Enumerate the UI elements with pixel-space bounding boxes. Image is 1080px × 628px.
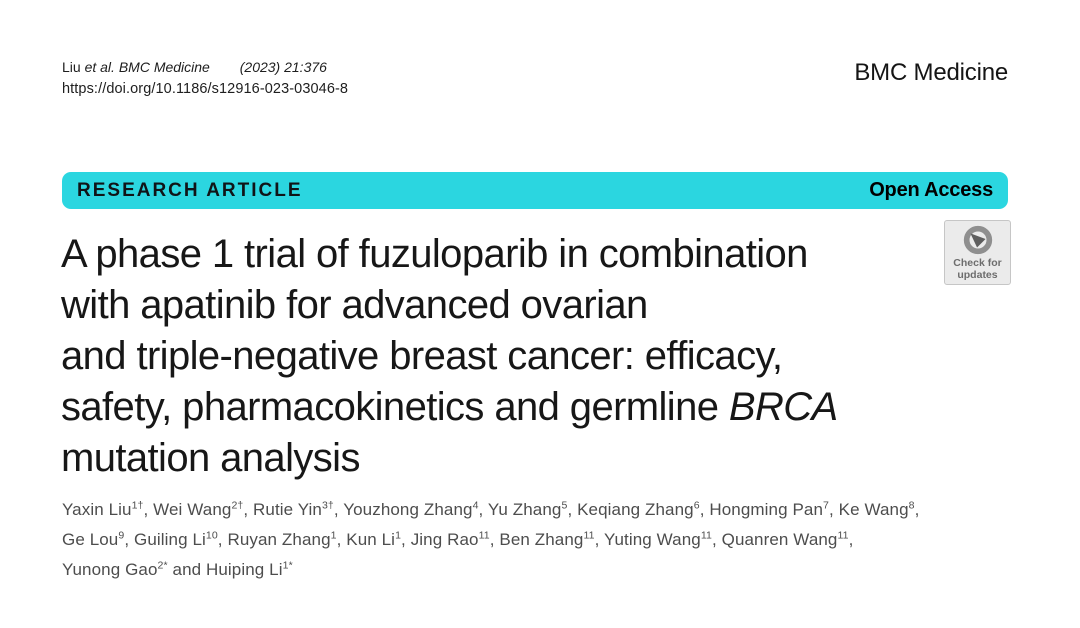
author-name: Jing Rao — [410, 530, 479, 549]
author-name: Hongming Pan — [709, 500, 824, 519]
author-affiliation-superscript: 7 — [823, 499, 829, 512]
author-affiliation-superscript: 3† — [321, 499, 334, 512]
author-name: Ben Zhang — [499, 530, 584, 549]
author-line: Ge Lou9, Guiling Li10, Ruyan Zhang1, Kun… — [62, 529, 854, 549]
author-affiliation-superscript: 11 — [837, 529, 849, 542]
author-name: Yaxin Liu — [62, 500, 132, 519]
check-for-updates-badge[interactable]: Check for updates — [944, 220, 1011, 285]
author-name: Huiping Li — [206, 560, 283, 579]
author-affiliation-superscript: 4 — [472, 499, 479, 512]
title-line: and triple-negative breast cancer: effic… — [61, 334, 783, 378]
author-name: Yu Zhang — [487, 500, 562, 519]
author-name: Guiling Li — [134, 530, 206, 549]
author-affiliation-superscript: 8 — [908, 499, 915, 512]
check-badge-text-line2: updates — [957, 269, 998, 281]
author-name: Ge Lou — [62, 530, 119, 549]
title-line: safety, pharmacokinetics and germline BR… — [61, 385, 838, 429]
citation-line: Liu et al. BMC Medicine (2023) 21:376 — [62, 56, 348, 78]
author-affiliation-superscript: 2* — [157, 559, 168, 572]
article-type-banner: RESEARCH ARTICLE Open Access — [62, 172, 1008, 209]
author-list: Yaxin Liu1†, Wei Wang2†, Rutie Yin3†, Yo… — [62, 495, 1012, 585]
author-name: Yuting Wang — [603, 530, 701, 549]
citation-author: Liu — [62, 59, 81, 75]
doi-text: https://doi.org/10.1186/s12916-023-03046… — [62, 81, 349, 97]
author-name: Youzhong Zhang — [343, 500, 473, 519]
author-name: Ke Wang — [838, 500, 909, 519]
author-affiliation-superscript: 9 — [118, 529, 125, 542]
research-article-label: RESEARCH ARTICLE — [77, 179, 303, 201]
check-for-updates-icon — [961, 223, 995, 257]
author-line: Yaxin Liu1†, Wei Wang2†, Rutie Yin3†, Yo… — [62, 499, 920, 519]
author-affiliation-superscript: 1† — [131, 499, 144, 512]
author-affiliation-superscript: 11 — [583, 529, 595, 542]
author-affiliation-superscript: 6 — [693, 499, 700, 512]
author-name: Quanren Wang — [721, 530, 838, 549]
author-affiliation-superscript: 1 — [395, 529, 402, 542]
check-badge-text-line1: Check for — [953, 257, 1002, 269]
author-affiliation-superscript: 1* — [282, 559, 293, 572]
author-affiliation-superscript: 1 — [330, 529, 337, 542]
author-affiliation-superscript: 11 — [478, 529, 490, 542]
open-access-label: Open Access — [869, 179, 993, 201]
author-name: Ruyan Zhang — [227, 530, 331, 549]
citation-ref: (2023) 21:376 — [239, 59, 327, 75]
title-line: mutation analysis — [61, 436, 360, 480]
citation-block: Liu et al. BMC Medicine (2023) 21:376 ht… — [62, 56, 348, 100]
title-line: A phase 1 trial of fuzuloparib in combin… — [61, 232, 808, 276]
title-line: with apatinib for advanced ovarian — [61, 283, 648, 327]
citation-journal-italic: et al. BMC Medicine — [84, 59, 210, 75]
author-line: Yunong Gao2* and Huiping Li1* — [62, 559, 293, 579]
author-name: Keqiang Zhang — [577, 500, 694, 519]
author-affiliation-superscript: 10 — [205, 529, 218, 542]
article-title: A phase 1 trial of fuzuloparib in combin… — [61, 229, 838, 484]
author-name: Yunong Gao — [62, 560, 158, 579]
journal-name: BMC Medicine — [854, 59, 1008, 86]
author-affiliation-superscript: 2† — [231, 499, 244, 512]
author-affiliation-superscript: 5 — [561, 499, 568, 512]
author-name: Rutie Yin — [253, 500, 322, 519]
author-name: Kun Li — [346, 530, 396, 549]
author-name: Wei Wang — [153, 500, 232, 519]
author-affiliation-superscript: 11 — [700, 529, 712, 542]
